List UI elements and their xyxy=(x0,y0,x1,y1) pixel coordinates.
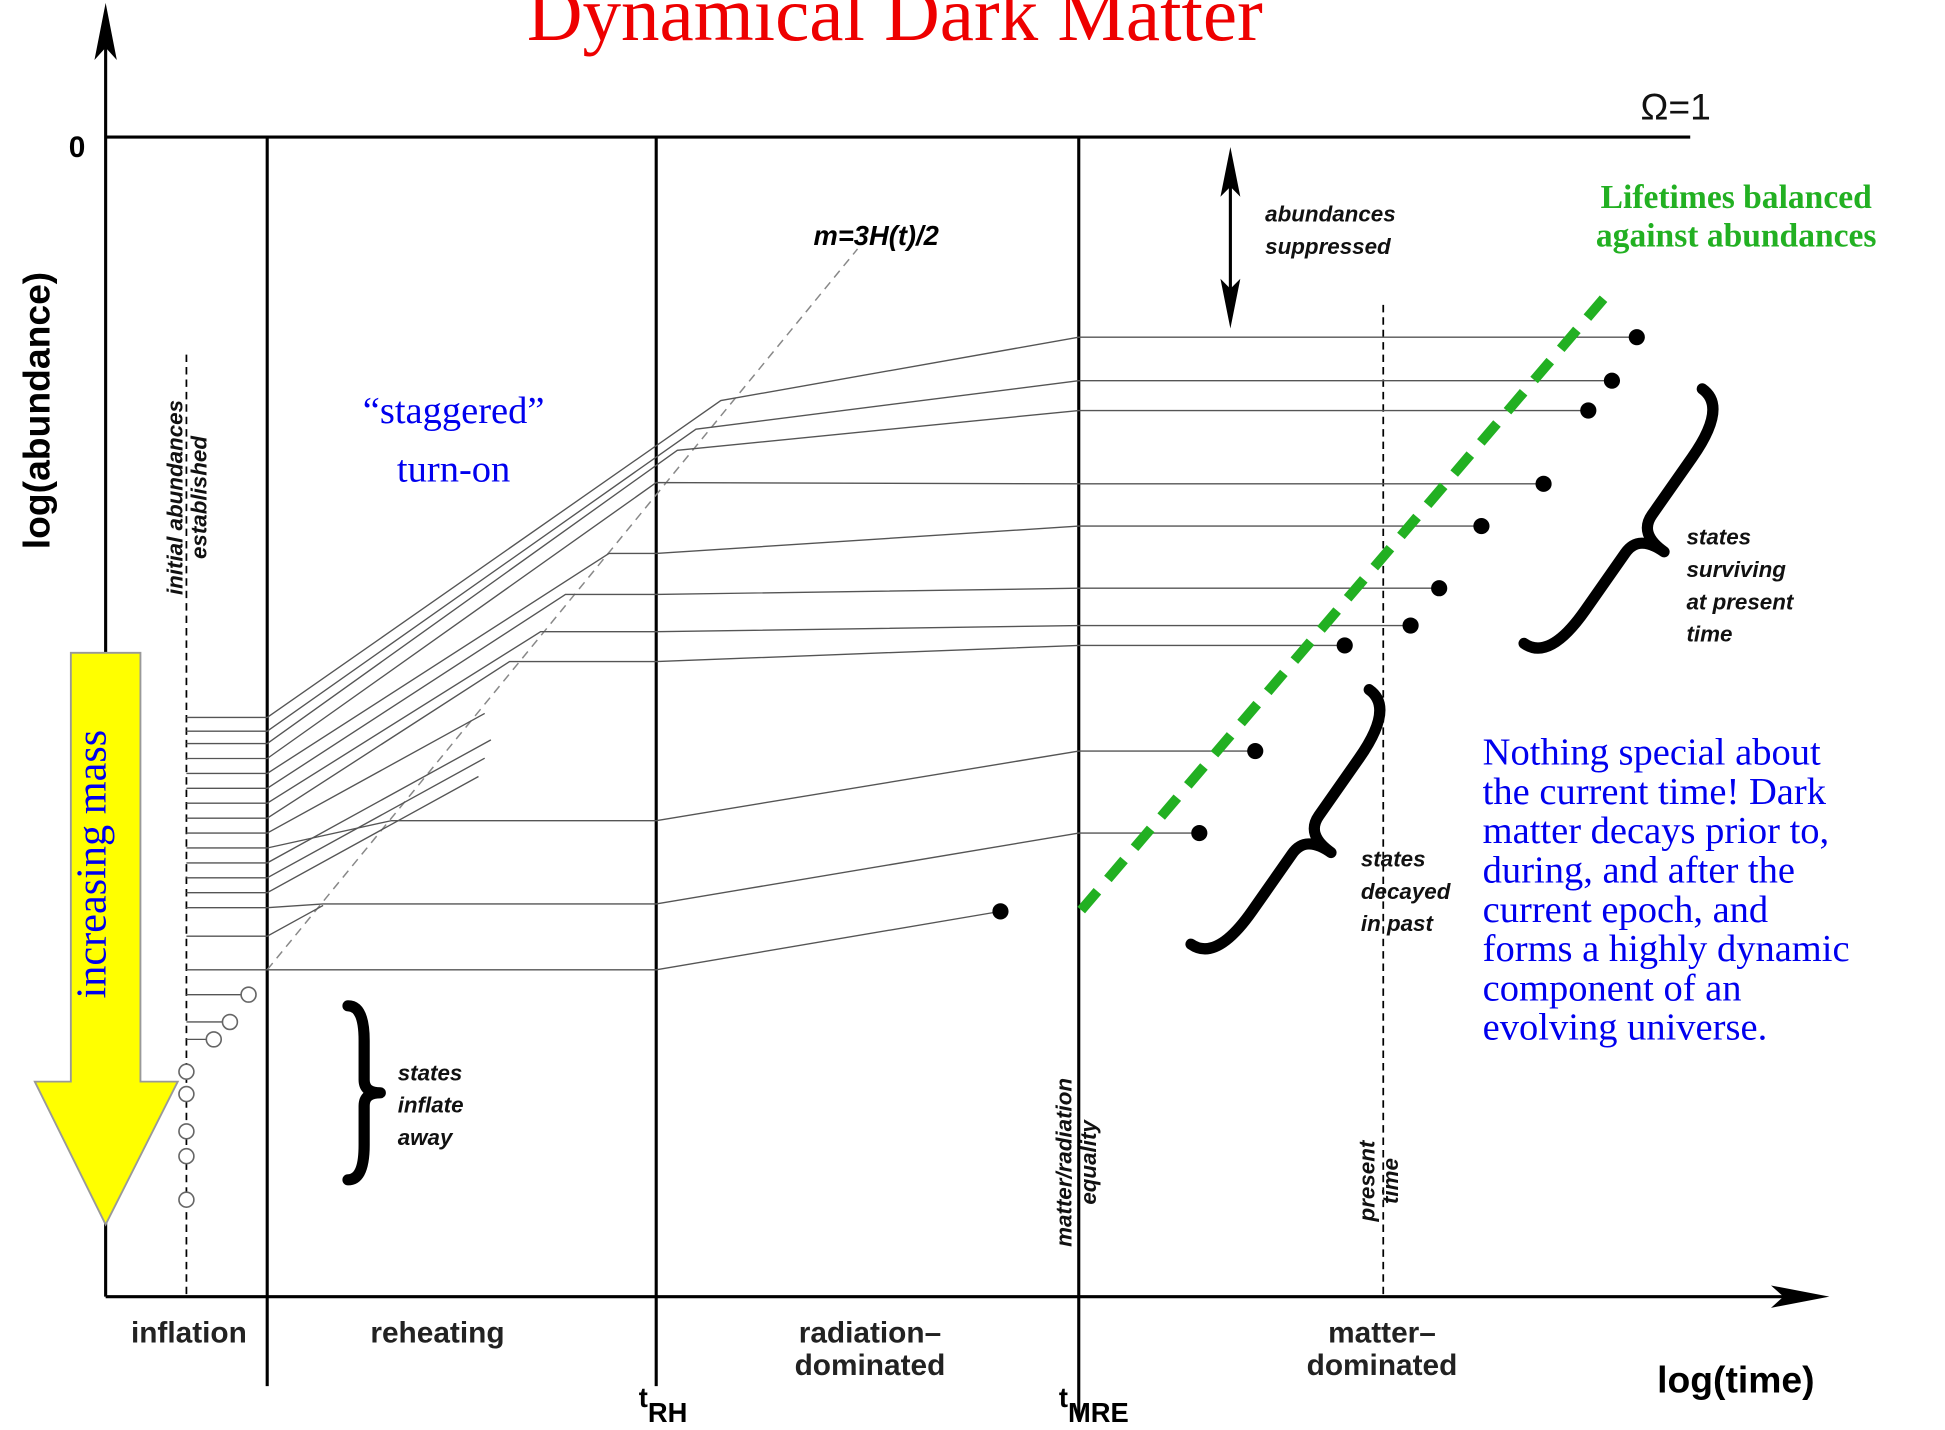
phase-label: matter– xyxy=(1328,1317,1436,1350)
state-dot xyxy=(1535,475,1552,492)
note: time xyxy=(1378,1158,1403,1204)
abundance-line xyxy=(186,380,1612,732)
note: equality xyxy=(1076,1119,1101,1205)
lifetimes: against abundances xyxy=(1596,217,1877,254)
state-dot xyxy=(1402,617,1419,634)
balance-line xyxy=(1077,292,1610,914)
abundance-line xyxy=(186,910,1001,971)
state-dot xyxy=(1628,329,1645,346)
title: Dynamical Dark Matter xyxy=(527,0,1263,57)
note: decayed xyxy=(1361,879,1452,904)
note: states xyxy=(1686,525,1751,550)
abundance-line xyxy=(186,481,1544,760)
note: at present xyxy=(1686,589,1794,614)
paragraph-line: matter decays prior to, xyxy=(1483,810,1830,852)
inflated-state xyxy=(240,986,257,1003)
note: states xyxy=(1361,847,1426,872)
omega-label: Ω=1 xyxy=(1641,86,1711,128)
note: inflate xyxy=(398,1093,464,1118)
state-dot xyxy=(1247,742,1264,760)
state-dot xyxy=(1580,402,1597,419)
abundance-line xyxy=(186,739,492,864)
mass-arrow xyxy=(33,651,180,1227)
inflated-state xyxy=(178,1191,195,1208)
time-marker: tRH xyxy=(639,1382,688,1428)
note: initial abundances xyxy=(163,400,188,595)
abundance-line xyxy=(186,409,1589,745)
arrowhead xyxy=(1220,147,1241,197)
abundance-line xyxy=(186,750,1256,849)
abundance-line xyxy=(186,757,486,879)
phase-label: dominated xyxy=(1307,1349,1458,1382)
paragraph-line: Nothing special about xyxy=(1483,732,1821,774)
lifetimes: Lifetimes balanced xyxy=(1601,179,1872,216)
inflated-state xyxy=(178,1085,195,1103)
zero-label: 0 xyxy=(69,131,86,164)
arrowhead xyxy=(1220,278,1241,329)
note: suppressed xyxy=(1265,234,1392,259)
state-dot xyxy=(1191,824,1208,842)
note: matter/radiation xyxy=(1051,1078,1076,1247)
state-dot xyxy=(1431,580,1448,597)
note: established xyxy=(186,435,211,559)
paragraph-line: evolving universe. xyxy=(1483,1007,1768,1049)
brace xyxy=(342,1000,386,1186)
phase-label: radiation– xyxy=(799,1317,941,1350)
time-sub: RH xyxy=(648,1397,687,1428)
abundance-line xyxy=(186,775,479,894)
note: surviving xyxy=(1686,557,1786,582)
turn-on-line-label: m=3H(t)/2 xyxy=(814,220,939,251)
inflated-state xyxy=(178,1147,195,1165)
inflated-state xyxy=(178,1063,195,1080)
state-dot xyxy=(1336,637,1353,654)
phase-label: reheating xyxy=(370,1317,504,1350)
state-dot xyxy=(1603,372,1621,389)
brace xyxy=(1518,383,1719,654)
abundance-line xyxy=(186,525,1482,775)
y-axis-label: log(abundance) xyxy=(16,272,58,549)
staggered: turn-on xyxy=(397,448,510,490)
inflated-state xyxy=(205,1031,223,1048)
abundance-line xyxy=(186,587,1440,790)
phase-label: dominated xyxy=(795,1349,946,1382)
note: abundances xyxy=(1265,202,1395,227)
time-base: t xyxy=(1059,1382,1068,1413)
phase-label: inflation xyxy=(131,1317,247,1350)
x-arrow xyxy=(1771,1285,1830,1308)
turn-on-line xyxy=(266,248,859,971)
note: away xyxy=(398,1125,454,1150)
note: states xyxy=(398,1060,463,1085)
abundance-line xyxy=(186,644,1345,819)
layout: increasing mass xyxy=(33,2,1830,1418)
inflated-state xyxy=(221,1013,239,1031)
inflated-state xyxy=(178,1123,195,1140)
time-marker: tMRE xyxy=(1059,1382,1129,1428)
abundance-line xyxy=(186,336,1637,719)
time-sub: MRE xyxy=(1068,1397,1129,1428)
brace xyxy=(1185,684,1386,955)
note: time xyxy=(1686,622,1732,647)
staggered: “staggered” xyxy=(363,390,545,432)
x-axis-label: log(time) xyxy=(1657,1358,1814,1400)
time-base: t xyxy=(639,1382,648,1413)
abundance-line xyxy=(186,832,1200,909)
note: present xyxy=(1355,1139,1380,1222)
note: in past xyxy=(1361,911,1435,936)
paragraph-line: during, and after the xyxy=(1483,850,1795,892)
abundance-line xyxy=(186,712,486,834)
abundance-line xyxy=(186,904,324,937)
paragraph-line: forms a highly dynamic xyxy=(1483,928,1850,970)
abundance-line xyxy=(186,624,1411,804)
increasing-mass: increasing mass xyxy=(69,730,116,999)
paragraph-line: current epoch, and xyxy=(1483,889,1769,931)
state-dot xyxy=(992,903,1009,920)
y-arrow xyxy=(94,2,117,61)
paragraph-line: component of an xyxy=(1483,967,1742,1009)
state-dot xyxy=(1473,518,1490,535)
paragraph-line: the current time! Dark xyxy=(1483,771,1827,813)
